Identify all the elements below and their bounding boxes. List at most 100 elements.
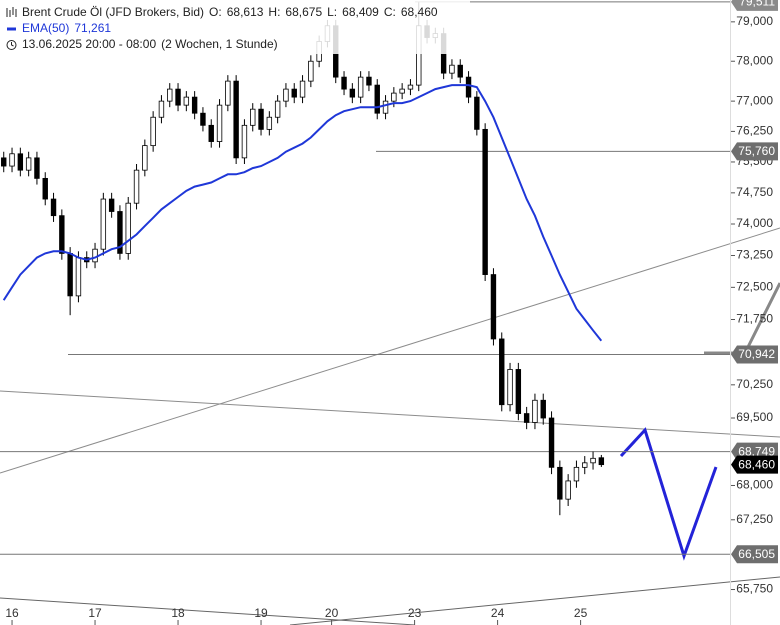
- x-tick-label: 23: [408, 606, 422, 620]
- candle-body: [540, 399, 546, 419]
- y-tick-label: 67,250: [736, 512, 773, 526]
- level-label-box: [731, 545, 778, 564]
- candle-body: [482, 128, 488, 275]
- legend-text: L:: [327, 5, 337, 19]
- candle-body: [449, 64, 455, 74]
- candle-body: [167, 88, 173, 102]
- candle-body: [258, 108, 264, 130]
- legend-text: 68,613: [227, 5, 264, 19]
- candle-body: [9, 153, 15, 167]
- legend-text: 71,261: [74, 21, 111, 35]
- candle-body: [25, 157, 32, 171]
- candle-body: [117, 211, 123, 254]
- candle-body: [598, 457, 605, 466]
- level-label: 66,505: [738, 547, 775, 561]
- candle-body: [590, 457, 596, 464]
- trend-line: [0, 390, 780, 438]
- candle-body: [490, 274, 497, 340]
- y-tick-label: 73,250: [736, 248, 773, 262]
- x-tick-label: 20: [325, 606, 339, 620]
- y-tick-label: 65,750: [736, 582, 773, 596]
- level-label-box: [731, 455, 778, 474]
- candle-body: [499, 338, 505, 406]
- candle-body: [17, 153, 24, 171]
- candle-body: [133, 169, 140, 204]
- candle-body: [50, 198, 57, 217]
- legend-text: H:: [268, 5, 280, 19]
- level-label-box: [731, 142, 778, 161]
- candle-body: [465, 76, 472, 98]
- candle-body: [200, 112, 206, 126]
- y-tick-label: 76,250: [736, 124, 773, 138]
- candle-body: [241, 124, 248, 159]
- y-axis: 79,00078,00077,00076,25075,50074,75074,0…: [730, 0, 773, 625]
- candle-body: [125, 202, 131, 254]
- x-axis: 16 17 18 19 20 23 24 25: [5, 606, 588, 625]
- candle-body: [42, 177, 48, 200]
- x-tick-label: 24: [491, 606, 505, 620]
- y-tick-label: 68,000: [736, 478, 773, 492]
- ema-line: [2, 84, 603, 342]
- drawings: [0, 227, 780, 625]
- bars-icon: [6, 7, 17, 17]
- candle-body: [507, 369, 513, 406]
- candle-body: [357, 76, 364, 98]
- candle-body: [374, 84, 380, 114]
- legend-bg: [0, 0, 470, 54]
- y-tick-label: 77,000: [736, 93, 773, 107]
- x-tick-label: 17: [88, 606, 102, 620]
- level-label: 70,942: [738, 347, 775, 361]
- candle-body: [573, 466, 580, 482]
- level-label: 79,511: [739, 0, 775, 9]
- candle-body: [299, 80, 306, 98]
- candle-body: [399, 88, 405, 94]
- level-label: 68,749: [738, 444, 775, 458]
- x-tick-label: 19: [254, 606, 268, 620]
- candle-body: [391, 92, 397, 102]
- trend-line: [0, 597, 416, 625]
- candle-body: [457, 64, 463, 78]
- legend-text: Brent Crude Öl (JFD Brokers, Bid): [22, 5, 204, 19]
- clock-icon: [6, 40, 17, 50]
- candle-body: [92, 248, 98, 263]
- candle-body: [382, 100, 389, 114]
- candle-body: [266, 116, 273, 130]
- x-tick-label: 25: [574, 606, 588, 620]
- y-tick-label: 79,000: [736, 14, 773, 28]
- candle-body: [1, 157, 7, 167]
- trend-line: [289, 576, 780, 625]
- x-tick-label: 18: [171, 606, 185, 620]
- candle-body: [158, 100, 165, 118]
- candle-body: [283, 88, 289, 102]
- y-tick-label: 69,500: [736, 410, 773, 424]
- y-tick-label: 70,250: [736, 377, 773, 391]
- legend-text: 68,460: [401, 5, 438, 19]
- candle-body: [191, 96, 198, 114]
- legend-text: 13.06.2025 20:00 - 08:00: [22, 37, 156, 51]
- candle-body: [59, 215, 65, 254]
- candle-body: [208, 124, 214, 142]
- candle-body: [175, 88, 181, 106]
- candle-body: [67, 253, 73, 297]
- candle-body: [582, 462, 588, 468]
- candle-body: [233, 80, 239, 159]
- legend-text: (2 Wochen, 1 Stunde): [161, 37, 278, 51]
- candle-body: [565, 480, 571, 500]
- candle-body: [523, 413, 530, 423]
- y-tick-label: 78,000: [736, 53, 773, 67]
- y-tick-label: 72,500: [736, 280, 773, 294]
- candle-body: [407, 84, 414, 90]
- candle-body: [308, 60, 314, 82]
- candle-body: [75, 257, 82, 297]
- x-tick-label: 16: [5, 606, 19, 620]
- y-tick-label: 74,750: [736, 185, 773, 199]
- candle-body: [474, 96, 480, 130]
- candle-body: [216, 104, 223, 142]
- candle-body: [150, 116, 156, 147]
- legend-text: O:: [209, 5, 222, 19]
- level-label-box: [731, 0, 778, 11]
- candle-body: [183, 96, 190, 106]
- legend-text: EMA(50): [22, 21, 69, 35]
